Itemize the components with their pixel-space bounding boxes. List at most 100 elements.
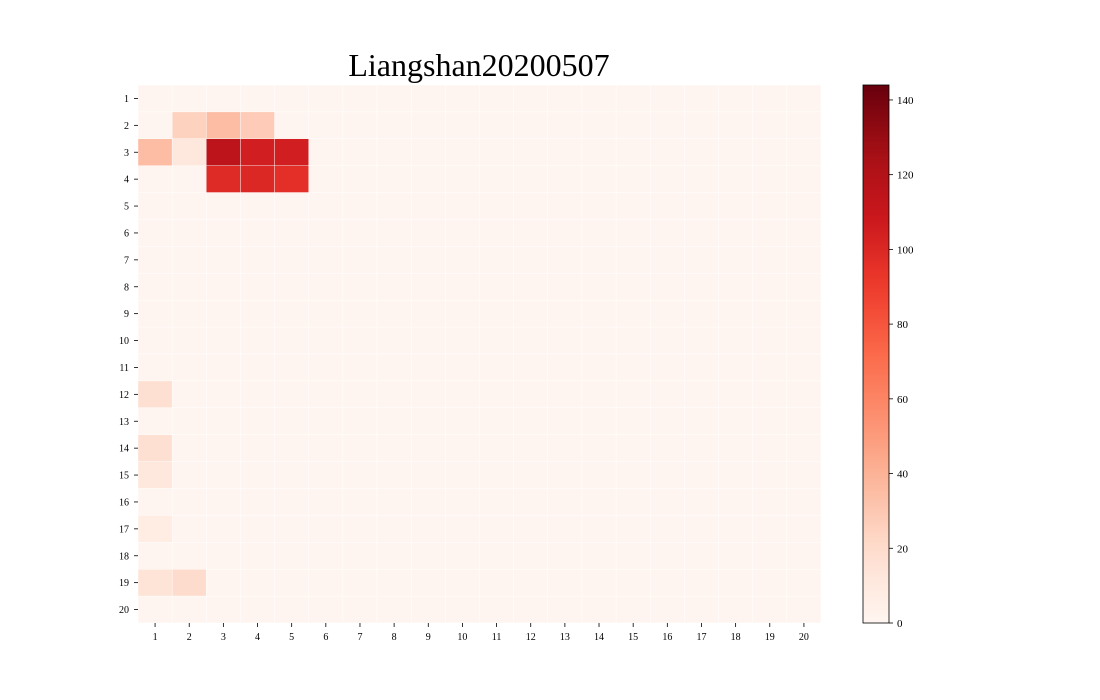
heatmap-cell bbox=[581, 246, 617, 274]
colorbar-tick-label: 40 bbox=[897, 469, 909, 481]
heatmap-cell bbox=[547, 219, 583, 247]
heatmap-cell bbox=[342, 434, 378, 462]
heatmap-cell bbox=[718, 434, 753, 462]
heatmap-cell bbox=[547, 461, 583, 489]
heatmap-cell bbox=[513, 165, 549, 193]
x-tick-label: 14 bbox=[594, 632, 604, 643]
colorbar: 0 20 40 60 80 100 120 140 bbox=[862, 84, 914, 630]
heatmap-cell bbox=[376, 192, 412, 220]
y-tick-label: 10 bbox=[119, 336, 129, 347]
x-tick-label: 8 bbox=[392, 632, 397, 643]
heatmap-cell bbox=[479, 434, 514, 462]
heatmap-cell bbox=[547, 380, 583, 408]
heatmap-cell bbox=[684, 273, 719, 301]
heatmap-cell bbox=[411, 84, 446, 113]
heatmap-cell bbox=[171, 246, 207, 274]
heatmap-cell bbox=[718, 353, 753, 382]
heatmap-cell bbox=[206, 542, 241, 570]
heatmap-cell bbox=[650, 111, 685, 140]
heatmap-cell bbox=[718, 111, 753, 140]
heatmap-cell bbox=[581, 165, 617, 193]
heatmap-cell bbox=[137, 595, 173, 624]
heatmap-cell bbox=[274, 165, 309, 193]
heatmap-cell bbox=[581, 515, 617, 543]
heatmap-cell bbox=[650, 434, 685, 462]
heatmap-cell bbox=[581, 326, 617, 355]
heatmap-cell bbox=[137, 138, 173, 166]
heatmap-cell bbox=[684, 165, 719, 193]
heatmap-cell bbox=[684, 569, 719, 597]
heatmap-cell bbox=[308, 595, 344, 624]
heatmap-cell bbox=[513, 219, 549, 247]
heatmap-cell bbox=[137, 219, 173, 247]
heatmap-cell bbox=[513, 595, 549, 624]
heatmap-cell bbox=[411, 461, 446, 489]
heatmap-cell bbox=[171, 273, 207, 301]
heatmap-cell bbox=[752, 515, 788, 543]
heatmap-cell bbox=[137, 300, 173, 328]
heatmap-cell bbox=[581, 434, 617, 462]
heatmap-cell bbox=[171, 353, 207, 382]
heatmap-cell bbox=[615, 84, 651, 113]
heatmap-cell bbox=[684, 246, 719, 274]
heatmap-cell bbox=[615, 380, 651, 408]
heatmap-cell bbox=[308, 326, 344, 355]
heatmap-cell bbox=[547, 569, 583, 597]
heatmap-cell bbox=[445, 407, 480, 435]
heatmap-cell bbox=[547, 273, 583, 301]
x-tick-label: 17 bbox=[696, 632, 706, 643]
heatmap-cell bbox=[752, 165, 788, 193]
heatmap-cell bbox=[308, 192, 344, 220]
heatmap-cell bbox=[547, 353, 583, 382]
heatmap-cell bbox=[752, 407, 788, 435]
heatmap-cell bbox=[411, 353, 446, 382]
heatmap-cell bbox=[479, 569, 514, 597]
heatmap-cell bbox=[547, 434, 583, 462]
heatmap-cell bbox=[513, 569, 549, 597]
heatmap-cell bbox=[718, 138, 753, 166]
heatmap-cell bbox=[240, 542, 275, 570]
heatmap-cell bbox=[240, 84, 275, 113]
heatmap-cell bbox=[171, 542, 207, 570]
heatmap-cell bbox=[308, 461, 344, 489]
x-tick-label: 6 bbox=[323, 632, 328, 643]
heatmap-cell bbox=[479, 461, 514, 489]
heatmap-cell bbox=[376, 273, 412, 301]
y-tick-label: 5 bbox=[124, 202, 129, 213]
heatmap-cell bbox=[684, 542, 719, 570]
heatmap-cell bbox=[376, 84, 412, 113]
heatmap-cell bbox=[718, 219, 753, 247]
heatmap-cell bbox=[581, 353, 617, 382]
heatmap-cell bbox=[206, 192, 241, 220]
x-tick-label: 15 bbox=[628, 632, 638, 643]
heatmap-cell bbox=[342, 595, 378, 624]
x-tick-label: 16 bbox=[662, 632, 672, 643]
heatmap-cell bbox=[206, 273, 241, 301]
y-tick-label: 6 bbox=[124, 228, 129, 239]
heatmap-cell bbox=[376, 569, 412, 597]
heatmap-cell bbox=[684, 326, 719, 355]
heatmap-cell bbox=[684, 300, 719, 328]
heatmap-cell bbox=[752, 219, 788, 247]
heatmap-cell bbox=[274, 407, 309, 435]
heatmap-cell bbox=[445, 165, 480, 193]
heatmap-cell bbox=[240, 569, 275, 597]
heatmap-cell bbox=[171, 300, 207, 328]
x-tick-label: 20 bbox=[799, 632, 809, 643]
heatmap-cell bbox=[308, 488, 344, 516]
heatmap-cell bbox=[445, 326, 480, 355]
heatmap-cell bbox=[718, 515, 753, 543]
heatmap-cell bbox=[786, 300, 822, 328]
heatmap-cell bbox=[786, 434, 822, 462]
heatmap-cell bbox=[684, 515, 719, 543]
heatmap-cell bbox=[581, 219, 617, 247]
heatmap-cell bbox=[411, 111, 446, 140]
heatmap-cell bbox=[411, 542, 446, 570]
heatmap-cell bbox=[308, 300, 344, 328]
heatmap-cell bbox=[274, 300, 309, 328]
heatmap-cell bbox=[650, 219, 685, 247]
heatmap-cell bbox=[171, 326, 207, 355]
heatmap-cell bbox=[786, 326, 822, 355]
heatmap-cell bbox=[274, 461, 309, 489]
heatmap-cell bbox=[274, 488, 309, 516]
